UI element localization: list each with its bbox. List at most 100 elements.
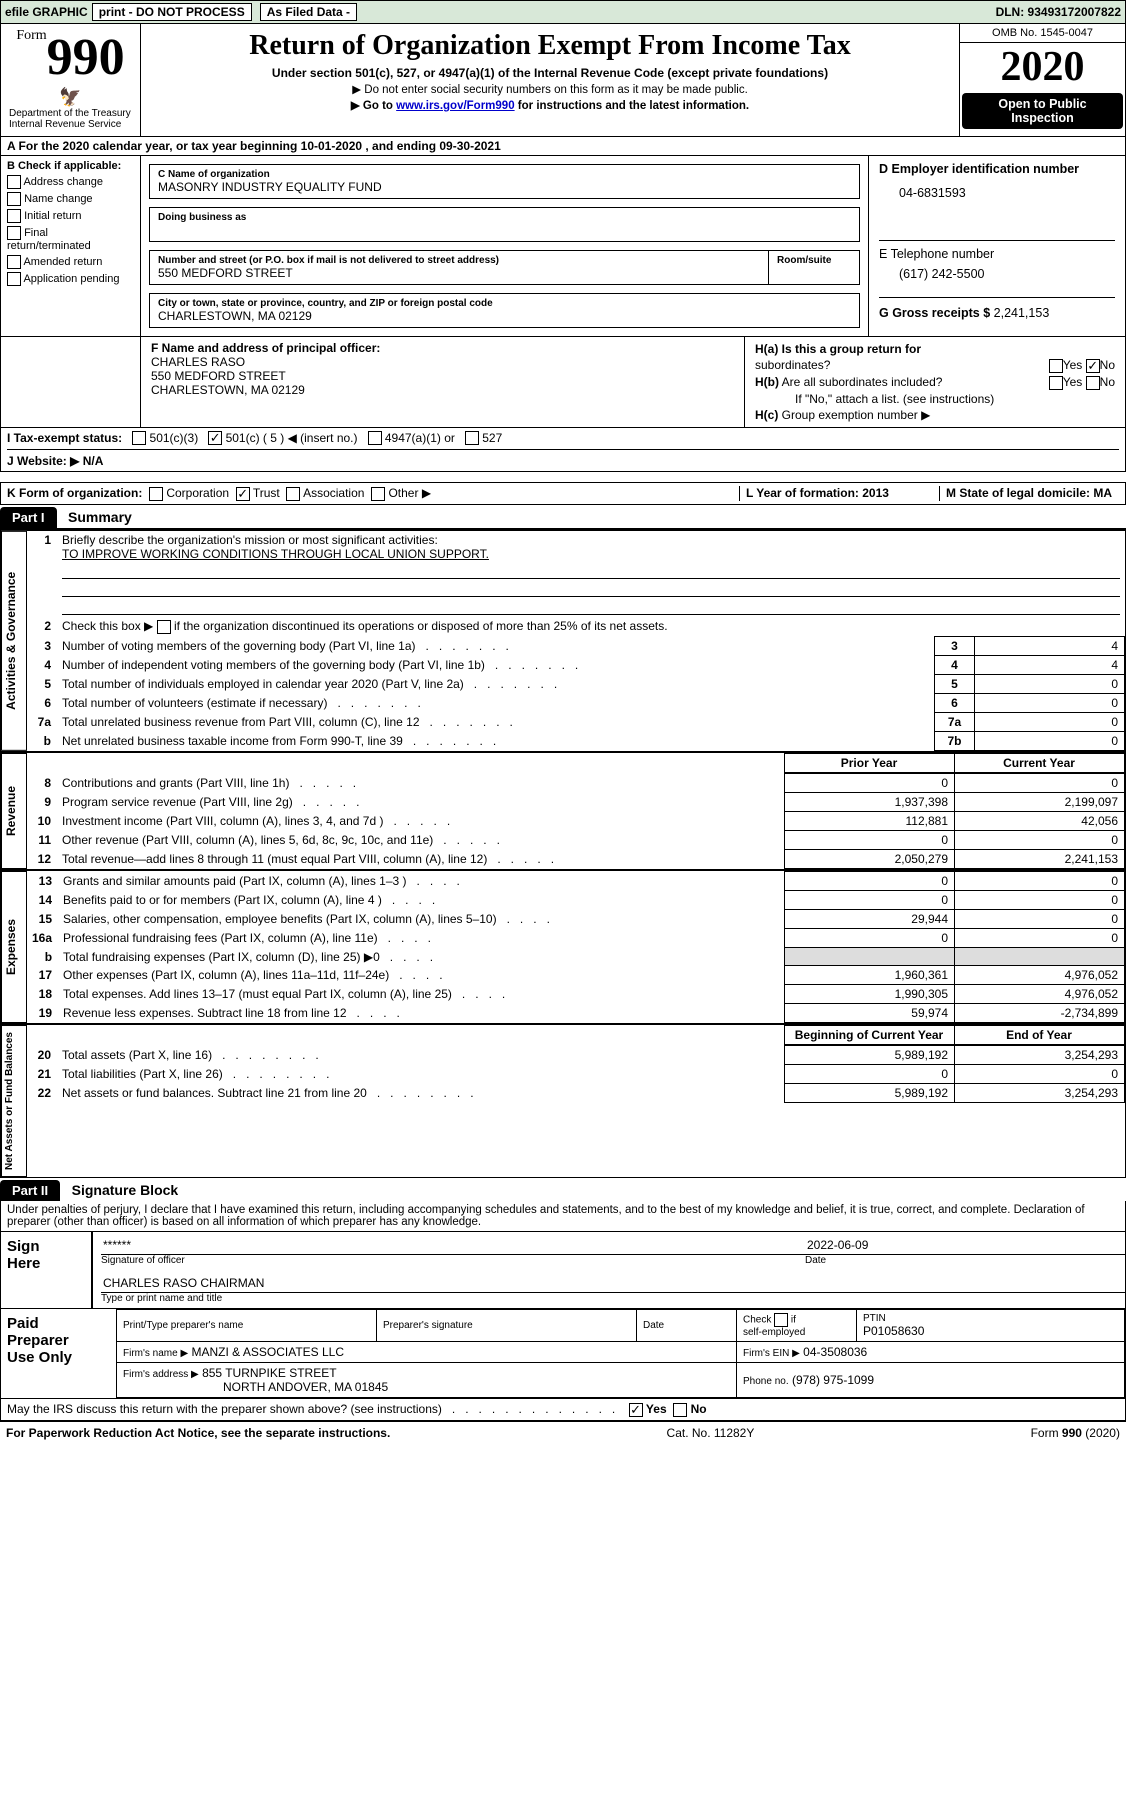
ha-no[interactable]: ✓ — [1086, 359, 1100, 373]
footer-mid: Cat. No. 11282Y — [667, 1426, 755, 1440]
form-word: Form — [16, 28, 46, 43]
expense-row: 15Salaries, other compensation, employee… — [27, 910, 1125, 929]
discuss-no[interactable] — [673, 1403, 687, 1417]
b-title: B Check if applicable: — [7, 160, 121, 172]
501c-check[interactable]: ✓ — [208, 431, 222, 445]
sign-date: 2022-06-09 — [805, 1236, 1125, 1255]
section-balances: Net Assets or Fund Balances Beginning of… — [1, 1023, 1125, 1177]
dln-label: DLN: 93493172007822 — [996, 5, 1121, 19]
officer-city: CHARLESTOWN, MA 02129 — [151, 383, 734, 397]
dba-cell: Doing business as — [149, 207, 860, 242]
balance-row: 22Net assets or fund balances. Subtract … — [27, 1084, 1125, 1103]
expense-row: 18Total expenses. Add lines 13–17 (must … — [27, 985, 1125, 1004]
firm-name: MANZI & ASSOCIATES LLC — [192, 1345, 344, 1359]
org-name-cell: C Name of organization MASONRY INDUSTRY … — [149, 164, 860, 199]
check-address[interactable] — [7, 175, 21, 189]
sign-here-label: SignHere — [1, 1232, 91, 1308]
phone-value: (617) 242-5500 — [879, 261, 1115, 287]
print-label: print - DO NOT PROCESS — [92, 3, 252, 21]
check-pending[interactable] — [7, 272, 21, 286]
expense-row: 19Revenue less expenses. Subtract line 1… — [27, 1004, 1125, 1023]
balance-row: 21Total liabilities (Part X, line 26) . … — [27, 1065, 1125, 1084]
part2-header: Part II Signature Block — [0, 1178, 1126, 1201]
vert-exp: Expenses — [1, 871, 27, 1023]
vert-rev: Revenue — [1, 753, 27, 869]
line2-check[interactable] — [157, 620, 171, 634]
k-trust[interactable]: ✓ — [236, 487, 250, 501]
summary-row: bNet unrelated business taxable income f… — [27, 732, 1125, 751]
street: 550 MEDFORD STREET — [158, 266, 760, 280]
footer-right: Form 990 (2020) — [1031, 1426, 1120, 1440]
expense-row: 16aProfessional fundraising fees (Part I… — [27, 929, 1125, 948]
col-b: B Check if applicable: Address change Na… — [1, 156, 141, 336]
dept-line: Department of the TreasuryInternal Reven… — [5, 108, 136, 132]
summary-row: 4Number of independent voting members of… — [27, 656, 1125, 675]
4947-check[interactable] — [368, 431, 382, 445]
section-revenue: Revenue Prior YearCurrent Year 8Contribu… — [1, 751, 1125, 869]
check-amended[interactable] — [7, 255, 21, 269]
balance-row: 20Total assets (Part X, line 16) . . . .… — [27, 1046, 1125, 1065]
revenue-row: 12Total revenue—add lines 8 through 11 (… — [27, 850, 1125, 869]
527-check[interactable] — [465, 431, 479, 445]
revenue-row: 11Other revenue (Part VIII, column (A), … — [27, 831, 1125, 850]
ein-label: D Employer identification number — [879, 162, 1115, 176]
paid-preparer-block: PaidPreparerUse Only Print/Type preparer… — [0, 1309, 1126, 1399]
officer-name-title: CHARLES RASO CHAIRMAN — [101, 1274, 1125, 1293]
expense-row: 13Grants and similar amounts paid (Part … — [27, 872, 1125, 891]
tax-year: 2020 — [960, 43, 1125, 91]
ha-yes[interactable] — [1049, 359, 1063, 373]
k-corp[interactable] — [149, 487, 163, 501]
k-other[interactable] — [371, 487, 385, 501]
check-final[interactable] — [7, 226, 21, 240]
instructions-link[interactable]: ▶ Go to www.irs.gov/Form990 for instruct… — [147, 98, 953, 112]
section-fh: F Name and address of principal officer:… — [0, 337, 1126, 428]
k-assoc[interactable] — [286, 487, 300, 501]
check-initial[interactable] — [7, 209, 21, 223]
ssn-warning: ▶ Do not enter social security numbers o… — [147, 82, 953, 96]
expense-row: 17Other expenses (Part IX, column (A), l… — [27, 966, 1125, 985]
owl-icon: 🦅 — [5, 87, 136, 108]
row-ij: I Tax-exempt status: 501(c)(3) ✓ 501(c) … — [0, 428, 1126, 473]
vert-bal: Net Assets or Fund Balances — [1, 1025, 27, 1177]
ein-value: 04-6831593 — [879, 176, 1115, 210]
officer-name: CHARLES RASO — [151, 355, 734, 369]
row-l: L Year of formation: 2013 — [746, 486, 889, 500]
self-emp-check[interactable] — [774, 1313, 788, 1327]
summary-row: 3Number of voting members of the governi… — [27, 637, 1125, 656]
hb-no[interactable] — [1086, 376, 1100, 390]
row-klm: K Form of organization: Corporation ✓ Tr… — [0, 482, 1126, 505]
omb-number: OMB No. 1545-0047 — [960, 24, 1125, 43]
firm-phone: (978) 975-1099 — [792, 1373, 874, 1387]
efile-label: efile GRAPHIC — [5, 5, 88, 19]
form-number: 990 — [47, 29, 125, 86]
inspection-badge: Open to PublicInspection — [962, 93, 1123, 129]
discuss-yes[interactable]: ✓ — [629, 1403, 643, 1417]
check-name[interactable] — [7, 192, 21, 206]
perjury-statement: Under penalties of perjury, I declare th… — [0, 1201, 1126, 1232]
footer-left: For Paperwork Reduction Act Notice, see … — [6, 1426, 390, 1440]
section-bcdeg: B Check if applicable: Address change Na… — [0, 156, 1126, 337]
revenue-row: 9Program service revenue (Part VIII, lin… — [27, 793, 1125, 812]
city: CHARLESTOWN, MA 02129 — [158, 309, 851, 323]
sign-here-block: SignHere ****** Signature of officer 202… — [0, 1232, 1126, 1309]
part1-header: Part I Summary — [0, 505, 1126, 528]
section-activities-governance: Activities & Governance 1Briefly describ… — [1, 529, 1125, 751]
ptin: P01058630 — [863, 1324, 1118, 1338]
form-title: Return of Organization Exempt From Incom… — [147, 30, 953, 62]
form-header: Form990 🦅 Department of the TreasuryInte… — [0, 24, 1126, 137]
form-subtitle: Under section 501(c), 527, or 4947(a)(1)… — [147, 66, 953, 80]
revenue-row: 10Investment income (Part VIII, column (… — [27, 812, 1125, 831]
asfiled-label: As Filed Data - — [260, 3, 357, 21]
expense-row: bTotal fundraising expenses (Part IX, co… — [27, 948, 1125, 966]
firm-addr2: NORTH ANDOVER, MA 01845 — [223, 1380, 388, 1394]
hb-yes[interactable] — [1049, 376, 1063, 390]
summary-row: 6Total number of volunteers (estimate if… — [27, 694, 1125, 713]
org-name: MASONRY INDUSTRY EQUALITY FUND — [158, 180, 851, 194]
phone-label: E Telephone number — [879, 247, 1115, 261]
vert-ag: Activities & Governance — [1, 531, 27, 751]
row-j: J Website: ▶ N/A — [7, 454, 103, 468]
paid-preparer-label: PaidPreparerUse Only — [1, 1309, 116, 1398]
efile-topbar: efile GRAPHIC print - DO NOT PROCESS As … — [0, 0, 1126, 24]
501c3-check[interactable] — [132, 431, 146, 445]
row-m: M State of legal domicile: MA — [946, 486, 1112, 500]
